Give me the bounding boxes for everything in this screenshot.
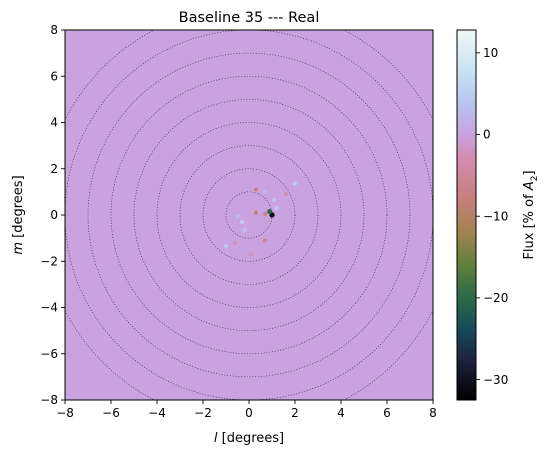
colorbar-label-sub: 2 (530, 176, 540, 182)
radius-circle (202, 168, 296, 262)
y-axis-label: m [degrees] (11, 175, 26, 254)
x-axis-label: l [degrees] (214, 431, 284, 446)
source-point (240, 219, 245, 225)
radius-circle (133, 99, 365, 331)
y-tick-label: −6 (40, 347, 58, 361)
source-point (274, 205, 279, 211)
source-point (249, 252, 254, 257)
y-tick-label: −4 (40, 301, 58, 315)
x-tick-label: 6 (383, 406, 391, 420)
colorbar-label: Flux [% of A2] (522, 170, 540, 259)
x-tick-label: 4 (337, 406, 345, 420)
x-tick-label: 2 (291, 406, 299, 420)
colorbar-tick-label: 10 (483, 46, 498, 60)
colorbar-label-prefix: Flux [% of (522, 190, 537, 259)
source-point (272, 197, 277, 203)
y-axis-label-var: m (11, 242, 26, 255)
x-axis-ticks: −8 −6 −4 −2 0 2 4 6 8 (56, 400, 437, 420)
source-point (253, 187, 258, 192)
plot-background (65, 30, 433, 400)
plot-area (64, 29, 434, 401)
colorbar-tick-label: −30 (483, 373, 508, 387)
colorbar-scale (456, 29, 477, 401)
source-point (263, 211, 268, 216)
chart-title: Baseline 35 --- Real (179, 10, 320, 26)
source-point (235, 214, 240, 219)
y-tick-label: 4 (50, 116, 58, 130)
y-tick-label: 8 (50, 23, 58, 37)
radius-circles (65, 30, 433, 400)
radius-circle (87, 52, 411, 378)
colorbar-ticks: 10 0 −10 −20 −30 (476, 46, 508, 387)
x-tick-label: 0 (245, 406, 253, 420)
sources (223, 181, 298, 257)
x-tick-label: 8 (429, 406, 437, 420)
colorbar-tick-label: 0 (483, 128, 491, 142)
y-tick-label: 6 (50, 69, 58, 83)
source-point (263, 238, 268, 243)
y-axis-ticks: −8 −6 −4 −2 0 2 4 6 8 (40, 23, 65, 407)
radius-circle (156, 122, 342, 308)
y-tick-label: 0 (50, 208, 58, 222)
radius-circle (110, 75, 388, 355)
y-tick-label: −8 (40, 393, 58, 407)
source-point (253, 210, 258, 215)
x-axis-label-var: l (214, 431, 218, 446)
colorbar-label-var: A (522, 181, 537, 191)
x-axis-label-rest: [degrees] (218, 431, 285, 446)
source-point (292, 181, 298, 186)
y-axis-label-rest: [degrees] (11, 175, 26, 242)
x-tick-label: −4 (148, 406, 166, 420)
x-tick-label: −6 (102, 406, 120, 420)
source-point (242, 227, 247, 233)
source-point (223, 244, 229, 249)
colorbar-tick-label: −20 (483, 291, 508, 305)
x-tick-label: −8 (56, 406, 74, 420)
source-point (283, 192, 288, 197)
source-point (267, 208, 273, 215)
source-point (263, 189, 268, 194)
x-tick-label: −2 (194, 406, 212, 420)
colorbar-tick-label: −10 (483, 209, 508, 223)
y-tick-label: 2 (50, 162, 58, 176)
colorbar: 10 0 −10 −20 −30 Flux [% of A2] (456, 29, 540, 401)
radius-circle (179, 145, 319, 285)
source-point (233, 240, 238, 245)
colorbar-label-suffix: ] (522, 170, 537, 175)
y-tick-label: −2 (40, 254, 58, 268)
